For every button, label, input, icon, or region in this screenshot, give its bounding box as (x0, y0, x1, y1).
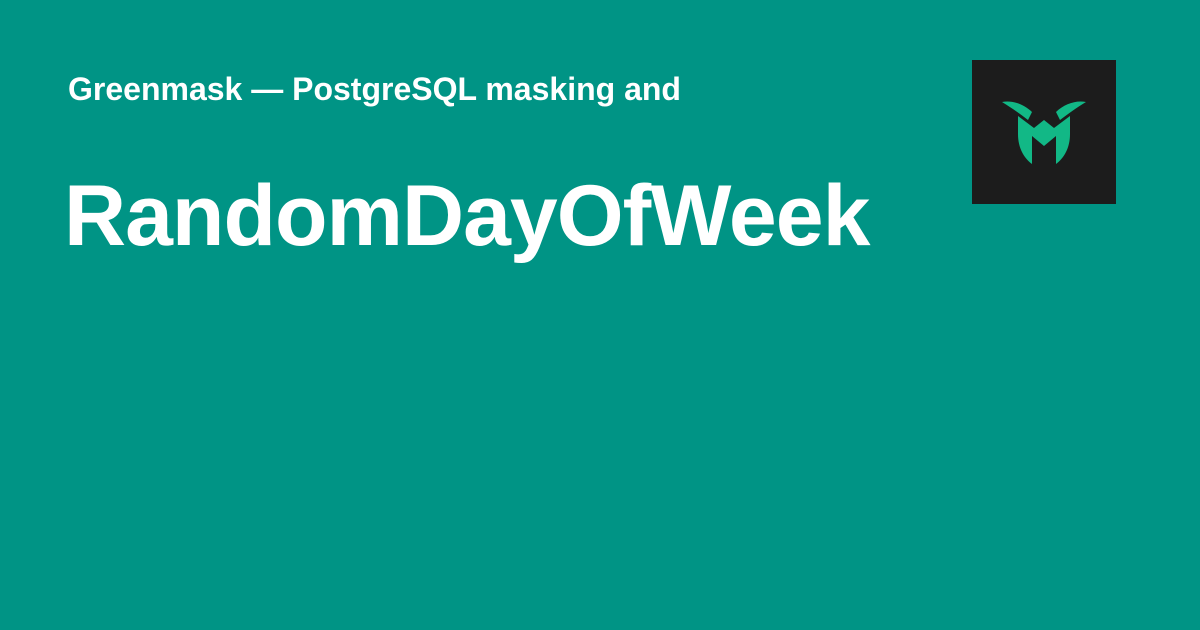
greenmask-logo (972, 60, 1116, 204)
greenmask-logo-icon (1002, 101, 1086, 164)
page-title: RandomDayOfWeek (64, 168, 870, 264)
site-name: Greenmask — PostgreSQL masking and (68, 71, 681, 107)
